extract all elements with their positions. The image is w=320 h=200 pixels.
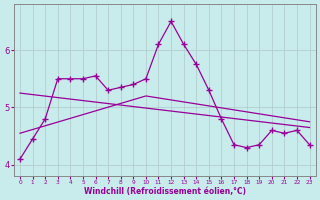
X-axis label: Windchill (Refroidissement éolien,°C): Windchill (Refroidissement éolien,°C) xyxy=(84,187,246,196)
